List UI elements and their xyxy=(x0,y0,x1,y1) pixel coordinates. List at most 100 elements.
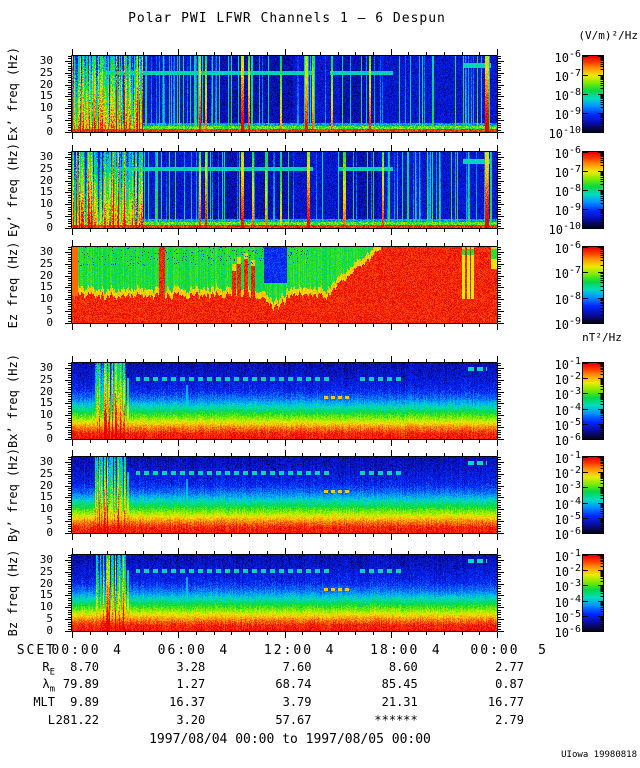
colorbar-tick-label: 10-6 xyxy=(554,624,582,640)
y-tick-label: 25 xyxy=(39,564,53,578)
y-tick-label: 0 xyxy=(46,221,53,234)
colorbar-tick-label: 10-3 xyxy=(554,386,582,403)
y-tick-label: 15 xyxy=(39,89,53,103)
y-tick-label: 5 xyxy=(46,420,53,434)
ephemeris-value: 281.22 xyxy=(55,713,99,727)
y-tick-label: 5 xyxy=(46,113,53,127)
colorbar-tick-label: 10-6 xyxy=(554,432,582,448)
colorbar-tick-label: 10-7 xyxy=(554,265,582,282)
spectrogram-by xyxy=(64,449,505,541)
ephemeris-value: 7.60 xyxy=(282,660,312,674)
ephemeris-value: 68.74 xyxy=(275,677,312,691)
ephemeris-value: 3.20 xyxy=(176,713,206,727)
colorbar-tick-label: 10-1 xyxy=(554,450,582,466)
y-axis-label-bz: Bz freq (Hz) xyxy=(6,549,20,637)
ephemeris-value: 9.89 xyxy=(70,695,99,709)
colorbar-ez xyxy=(575,239,611,331)
y-tick-label: 30 xyxy=(39,552,53,566)
y-tick-label: 0 xyxy=(46,432,53,445)
y-tick-label: 10 xyxy=(39,408,53,422)
colorbar-tick-label: 10-8 xyxy=(554,87,582,103)
electric-units-label: (V/m)²/Hz xyxy=(578,29,638,42)
ephemeris-value: 8.60 xyxy=(388,660,418,674)
colorbar-tick-label: 10-8 xyxy=(554,290,582,307)
ephemeris-row-label: RE xyxy=(42,660,55,678)
y-tick-label: 0 xyxy=(46,316,53,329)
y-tick-label: 0 xyxy=(46,624,53,637)
colorbar-tick-label: 10-4 xyxy=(554,593,582,610)
colorbar-tick-label: 10-6 xyxy=(554,49,582,65)
ephemeris-value: ****** xyxy=(374,713,418,727)
spectrogram-ez xyxy=(64,239,505,331)
colorbar-tick-label: 10-9 xyxy=(554,316,582,332)
y-tick-label: 30 xyxy=(39,53,53,67)
colorbar-tick-label: 10-2 xyxy=(554,563,582,580)
ephemeris-row-label: MLT xyxy=(33,695,55,709)
y-tick-label: 5 xyxy=(46,612,53,626)
colorbar-tick-label: 10-6 xyxy=(554,526,582,542)
colorbar-bx xyxy=(575,355,611,447)
colorbar-tick-label: 10-3 xyxy=(554,578,582,595)
ephemeris-value: 21.31 xyxy=(381,695,418,709)
y-tick-label: 15 xyxy=(39,490,53,504)
colorbar-tick-label: 10-5 xyxy=(554,608,582,625)
x-day-label: 5 xyxy=(538,643,546,658)
y-tick-label: 15 xyxy=(39,280,53,294)
y-tick-label: 10 xyxy=(39,101,53,115)
x-axis-scet-label: SCET xyxy=(16,643,56,658)
ephemeris-value: 79.89 xyxy=(62,677,99,691)
ephemeris-value: 2.79 xyxy=(495,713,524,727)
x-tick-label: 18:00 xyxy=(370,643,420,658)
ephemeris-row-label: L xyxy=(47,713,55,727)
colorbar-tick-label: 10-5 xyxy=(554,510,582,527)
y-tick-label: 20 xyxy=(39,77,53,91)
y-tick-label: 20 xyxy=(39,384,53,398)
ephemeris-value: 2.77 xyxy=(495,660,524,674)
spectrogram-bx xyxy=(64,355,505,447)
colorbar-ey xyxy=(575,144,611,236)
x-tick-label: 12:00 xyxy=(263,643,314,658)
y-tick-label: 15 xyxy=(39,588,53,602)
y-tick-label: 30 xyxy=(39,360,53,374)
colorbar-tick-label: 10-1 xyxy=(554,356,582,372)
ephemeris-value: 0.87 xyxy=(495,677,524,691)
colorbar-ex xyxy=(575,48,611,140)
colorbar-tick-label: 10-7 xyxy=(554,164,582,180)
y-tick-label: 30 xyxy=(39,244,53,258)
y-tick-label: 10 xyxy=(39,292,53,306)
colorbar-tick-label: 10-2 xyxy=(554,465,582,482)
x-tick-label: 00:00 xyxy=(470,643,520,658)
ephemeris-row-label: λm xyxy=(42,677,55,695)
colorbar-tick-label: 10-5 xyxy=(554,416,582,433)
y-tick-label: 15 xyxy=(39,396,53,410)
colorbar-tick-label: 10-4 xyxy=(554,401,582,418)
colorbar-tick-label: 10-4 xyxy=(554,495,582,512)
credit-label: UIowa 19980818 xyxy=(561,750,637,760)
y-tick-label: 20 xyxy=(39,478,53,492)
x-tick-label: 06:00 xyxy=(157,643,207,658)
colorbar-tick-label: 10-9 xyxy=(554,106,582,122)
ephemeris-value: 85.45 xyxy=(381,677,418,691)
colorbar-tick-label: 10-2 xyxy=(554,371,582,388)
y-tick-label: 25 xyxy=(39,256,53,270)
colorbar-tick-label: 10-1 xyxy=(554,548,582,564)
y-tick-label: 15 xyxy=(39,185,53,199)
spectrogram-ey xyxy=(64,144,505,236)
y-tick-label: 10 xyxy=(39,502,53,516)
colorbar-tick-label: 10-10 xyxy=(548,221,581,237)
colorbar-tick-label: 10-7 xyxy=(554,68,582,84)
ephemeris-value: 16.77 xyxy=(487,695,524,709)
y-tick-label: 20 xyxy=(39,268,53,282)
colorbar-tick-label: 10-10 xyxy=(548,125,581,141)
ephemeris-value: 3.79 xyxy=(282,695,312,709)
ephemeris-value: 8.70 xyxy=(70,660,99,674)
x-day-label: 4 xyxy=(113,643,121,658)
magnetic-units-label: nT²/Hz xyxy=(582,331,622,344)
y-tick-label: 0 xyxy=(46,125,53,138)
y-tick-label: 30 xyxy=(39,149,53,163)
x-day-label: 4 xyxy=(431,643,440,658)
y-tick-label: 10 xyxy=(39,600,53,614)
colorbar-tick-label: 10-6 xyxy=(554,240,582,256)
y-tick-label: 5 xyxy=(46,304,53,318)
ephemeris-value: 16.37 xyxy=(169,695,206,709)
